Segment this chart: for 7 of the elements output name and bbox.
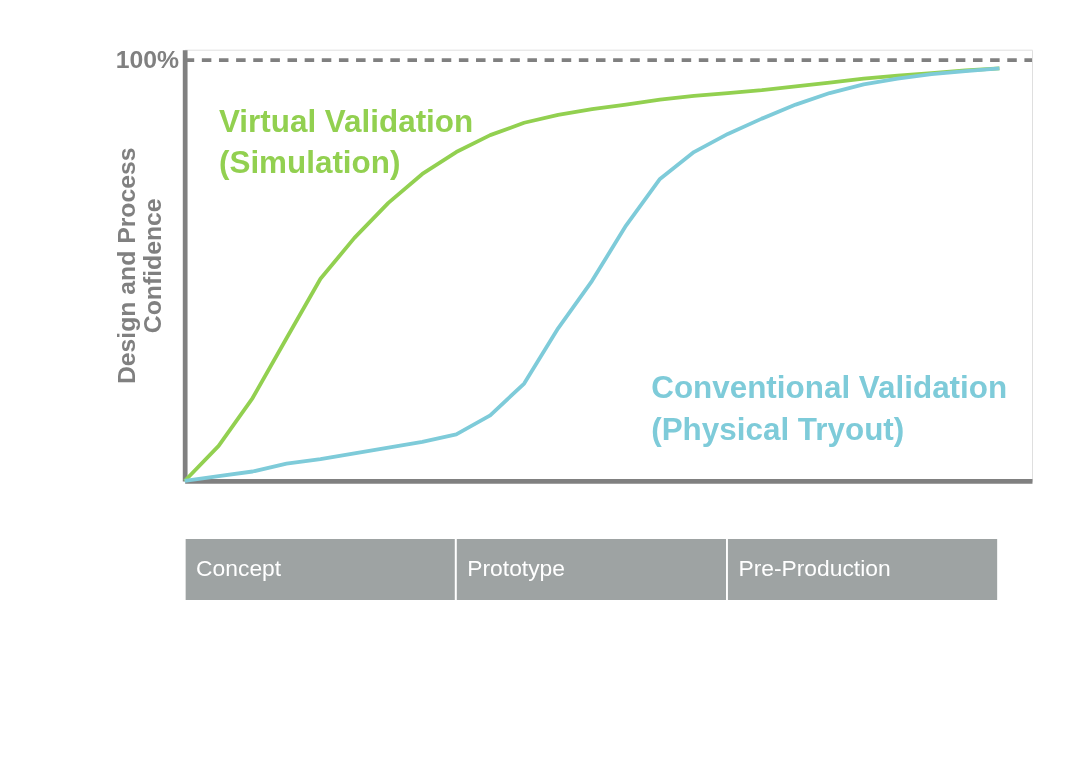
text: Conventional Validation (Physical Tryout)	[651, 370, 1008, 448]
text: Pre-Production	[738, 555, 891, 582]
text: 100%	[115, 45, 179, 73]
series-label: Virtual Validation (Simulation)	[218, 103, 474, 181]
y-axis-title: Design and Process Confidence	[112, 147, 167, 385]
text: Prototype	[467, 555, 565, 582]
text: Concept	[196, 555, 282, 582]
